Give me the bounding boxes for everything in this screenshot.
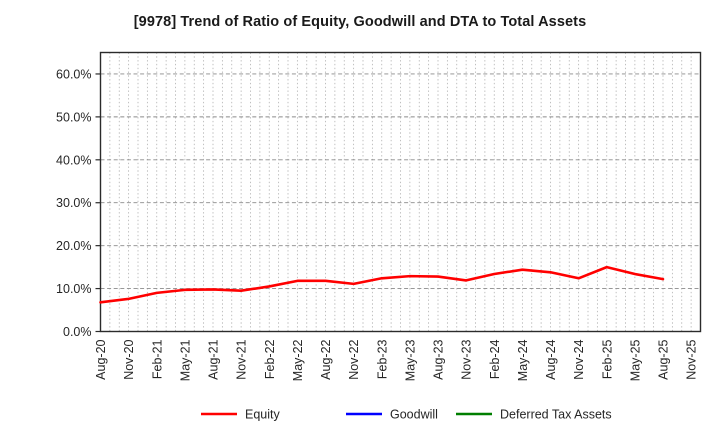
y-axis-tick-label: 60.0% [56, 67, 91, 81]
x-axis-tick-label: Feb-23 [375, 339, 389, 379]
chart-title: [9978] Trend of Ratio of Equity, Goodwil… [133, 14, 587, 30]
chart-legend: Equity Goodwill Deferred Tax Assets [201, 408, 612, 422]
y-axis-tick-labels: 0.0% 10.0% 20.0% 30.0% 40.0% 50.0% 60.0% [56, 67, 91, 339]
x-axis-tick-label: Nov-20 [122, 339, 136, 379]
plot-area-border [99, 51, 702, 333]
series-line-equity [99, 265, 665, 304]
x-axis-tick-label: Nov-23 [460, 339, 474, 379]
y-axis-tick-label: 40.0% [56, 153, 91, 167]
x-axis-tick-label: Nov-21 [235, 339, 249, 379]
y-axis-tick-label: 10.0% [56, 282, 91, 296]
x-axis-tick-label: Feb-25 [600, 339, 614, 379]
y-axis-tick-label: 30.0% [56, 196, 91, 210]
x-axis-tick-label: Nov-25 [685, 339, 699, 379]
minor-gridlines [109, 52, 692, 332]
x-axis-tick-labels: Aug-20 Nov-20 Feb-21 May-21 Aug-21 Nov-21 Feb-… [94, 339, 699, 381]
y-axis-tick-marks [95, 73, 101, 333]
y-axis-tick-label: 50.0% [56, 110, 91, 124]
data-series-group [99, 265, 665, 304]
x-axis-tick-label: Aug-20 [94, 339, 108, 379]
x-axis-tick-label: Aug-23 [432, 339, 446, 379]
x-axis-tick-label: Aug-24 [544, 339, 558, 379]
x-axis-tick-label: May-24 [516, 339, 530, 381]
x-axis-tick-label: Aug-21 [207, 339, 221, 379]
legend-label-deferred-tax-assets: Deferred Tax Assets [500, 408, 612, 422]
x-axis-tick-label: May-25 [628, 339, 642, 381]
x-axis-tick-label: Feb-24 [488, 339, 502, 379]
legend-label-goodwill: Goodwill [390, 408, 438, 422]
x-axis-tick-label: May-21 [178, 339, 192, 381]
x-axis-tick-label: Feb-22 [263, 339, 277, 379]
x-axis-tick-label: Aug-25 [657, 339, 671, 379]
x-axis-tick-label: Feb-21 [150, 339, 164, 379]
x-axis-tick-label: Aug-22 [319, 339, 333, 379]
x-axis-tick-label: May-22 [291, 339, 305, 381]
y-axis-tick-label: 20.0% [56, 239, 91, 253]
y-axis-tick-label: 0.0% [63, 325, 92, 339]
legend-label-equity: Equity [245, 408, 280, 422]
x-axis-tick-label: May-23 [403, 339, 417, 381]
x-axis-tick-label: Nov-22 [347, 339, 361, 379]
x-axis-tick-label: Nov-24 [572, 339, 586, 379]
